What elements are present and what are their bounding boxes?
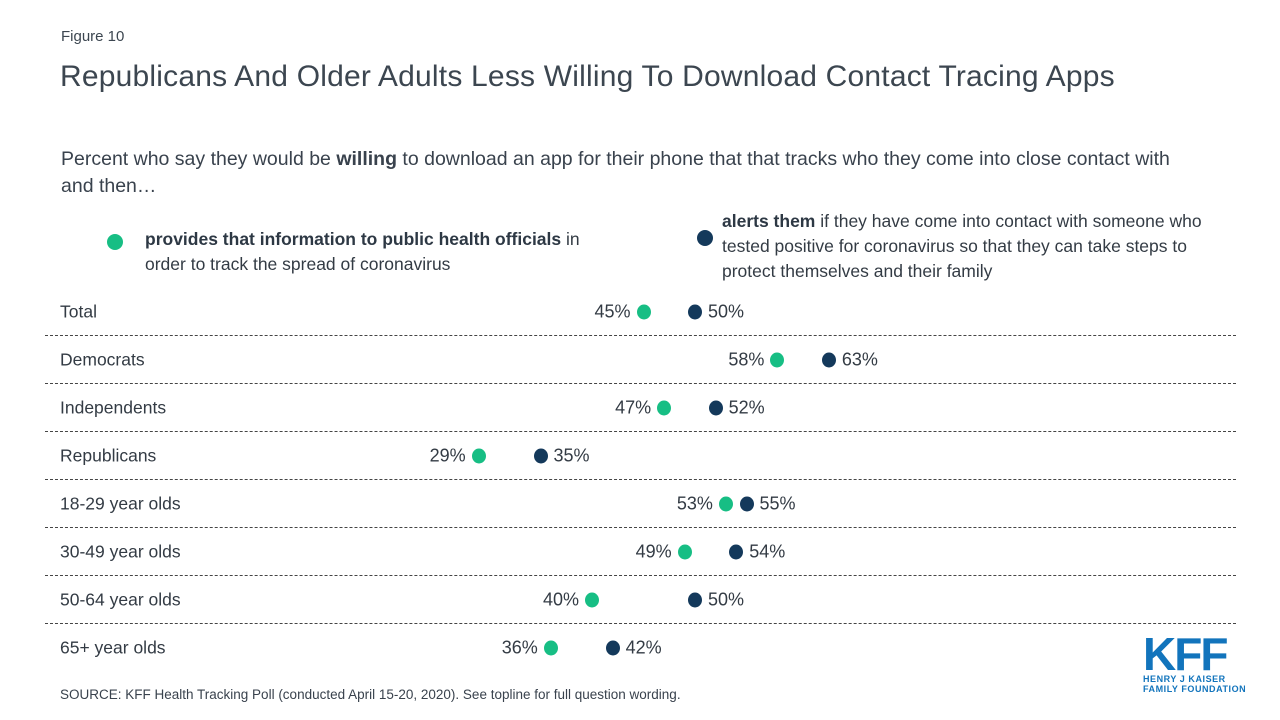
category-label: 18-29 year olds: [60, 493, 181, 513]
green-dot-icon: [636, 304, 651, 319]
green-dot-icon: [543, 640, 558, 656]
category-label: Democrats: [60, 349, 145, 369]
navy-series-value: 55%: [759, 493, 796, 513]
navy-series-value: 50%: [708, 589, 745, 609]
navy-dot-icon: [821, 352, 836, 367]
green-dot-icon: [770, 352, 785, 367]
legend-1-bold: provides that information to public heal…: [145, 229, 562, 249]
category-label: 50-64 year olds: [60, 589, 181, 609]
green-series-value: 49%: [635, 541, 672, 561]
chart-title: Republicans And Older Adults Less Willin…: [60, 60, 1115, 93]
chart-row: Republicans 29% 35%: [45, 432, 1236, 480]
legend-item-alerts: alerts them if they have come into conta…: [722, 209, 1227, 284]
green-dot-icon: [585, 592, 599, 607]
green-series-value: 58%: [728, 349, 765, 369]
subtitle-prefix: Percent who say they would be: [61, 148, 337, 170]
green-series-value: 29%: [429, 445, 466, 465]
kff-logo-line2: FAMILY FOUNDATION: [1143, 684, 1247, 694]
legend-2-rest: if they have come into contact with some…: [722, 211, 1202, 281]
chart-row: 50-64 year olds 40% 50%: [45, 576, 1236, 624]
chart-row: Total 45% 50%: [45, 288, 1236, 336]
kff-logo-acronym: KFF: [1143, 628, 1228, 680]
navy-dot-icon: [708, 400, 723, 415]
subtitle-bold-word: willing: [336, 148, 397, 170]
kff-logo-line1: HENRY J KAISER: [1143, 674, 1226, 684]
category-label: Republicans: [60, 445, 157, 465]
legend-green-dot-icon: [107, 234, 123, 250]
navy-series-value: 35%: [553, 445, 590, 465]
green-series-value: 40%: [542, 589, 579, 609]
source-note: SOURCE: KFF Health Tracking Poll (conduc…: [60, 687, 681, 702]
navy-series-value: 54%: [749, 541, 786, 561]
kff-logo: KFF HENRY J KAISER FAMILY FOUNDATION: [1143, 628, 1263, 694]
category-label: 30-49 year olds: [60, 541, 181, 561]
chart-row: 65+ year olds 36% 42%: [45, 624, 1236, 672]
legend-1-rest: in order to track the spread of coronavi…: [145, 229, 580, 274]
subtitle-suffix: to download an app for their phone that …: [61, 148, 1170, 197]
chart-subtitle: Percent who say they would be willing to…: [61, 146, 1196, 200]
green-dot-icon: [471, 448, 486, 463]
green-series-value: 53%: [676, 493, 713, 513]
legend-2-bold: alerts them: [722, 211, 816, 231]
legend-navy-dot-icon: [697, 230, 713, 246]
category-label: Independents: [60, 397, 167, 417]
chart-row: Democrats 58% 63%: [45, 336, 1236, 384]
green-series-value: 47%: [615, 397, 652, 417]
chart-row: 18-29 year olds 53% 55%: [45, 480, 1236, 528]
navy-dot-icon: [605, 640, 620, 656]
chart-row: Independents 47% 52%: [45, 384, 1236, 432]
navy-dot-icon: [688, 304, 702, 319]
navy-series-value: 50%: [708, 301, 745, 321]
green-dot-icon: [657, 400, 672, 415]
green-dot-icon: [677, 544, 692, 559]
green-series-value: 45%: [594, 301, 631, 321]
navy-series-value: 52%: [728, 397, 765, 417]
navy-series-value: 63%: [841, 349, 878, 369]
chart-rows: Total 45% 50% Democrats 58% 63% Independents 47…: [45, 288, 1236, 672]
navy-dot-icon: [688, 592, 702, 607]
navy-dot-icon: [729, 544, 744, 559]
green-series-value: 36%: [501, 637, 538, 658]
green-dot-icon: [718, 496, 733, 511]
figure-label: Figure 10: [61, 28, 125, 45]
navy-dot-icon: [739, 496, 754, 511]
navy-series-value: 42%: [625, 637, 662, 658]
category-label: 65+ year olds: [60, 637, 166, 658]
category-label: Total: [60, 301, 97, 321]
legend-item-public-health: provides that information to public heal…: [145, 227, 607, 277]
chart-row: 30-49 year olds 49% 54%: [45, 528, 1236, 576]
navy-dot-icon: [533, 448, 548, 463]
